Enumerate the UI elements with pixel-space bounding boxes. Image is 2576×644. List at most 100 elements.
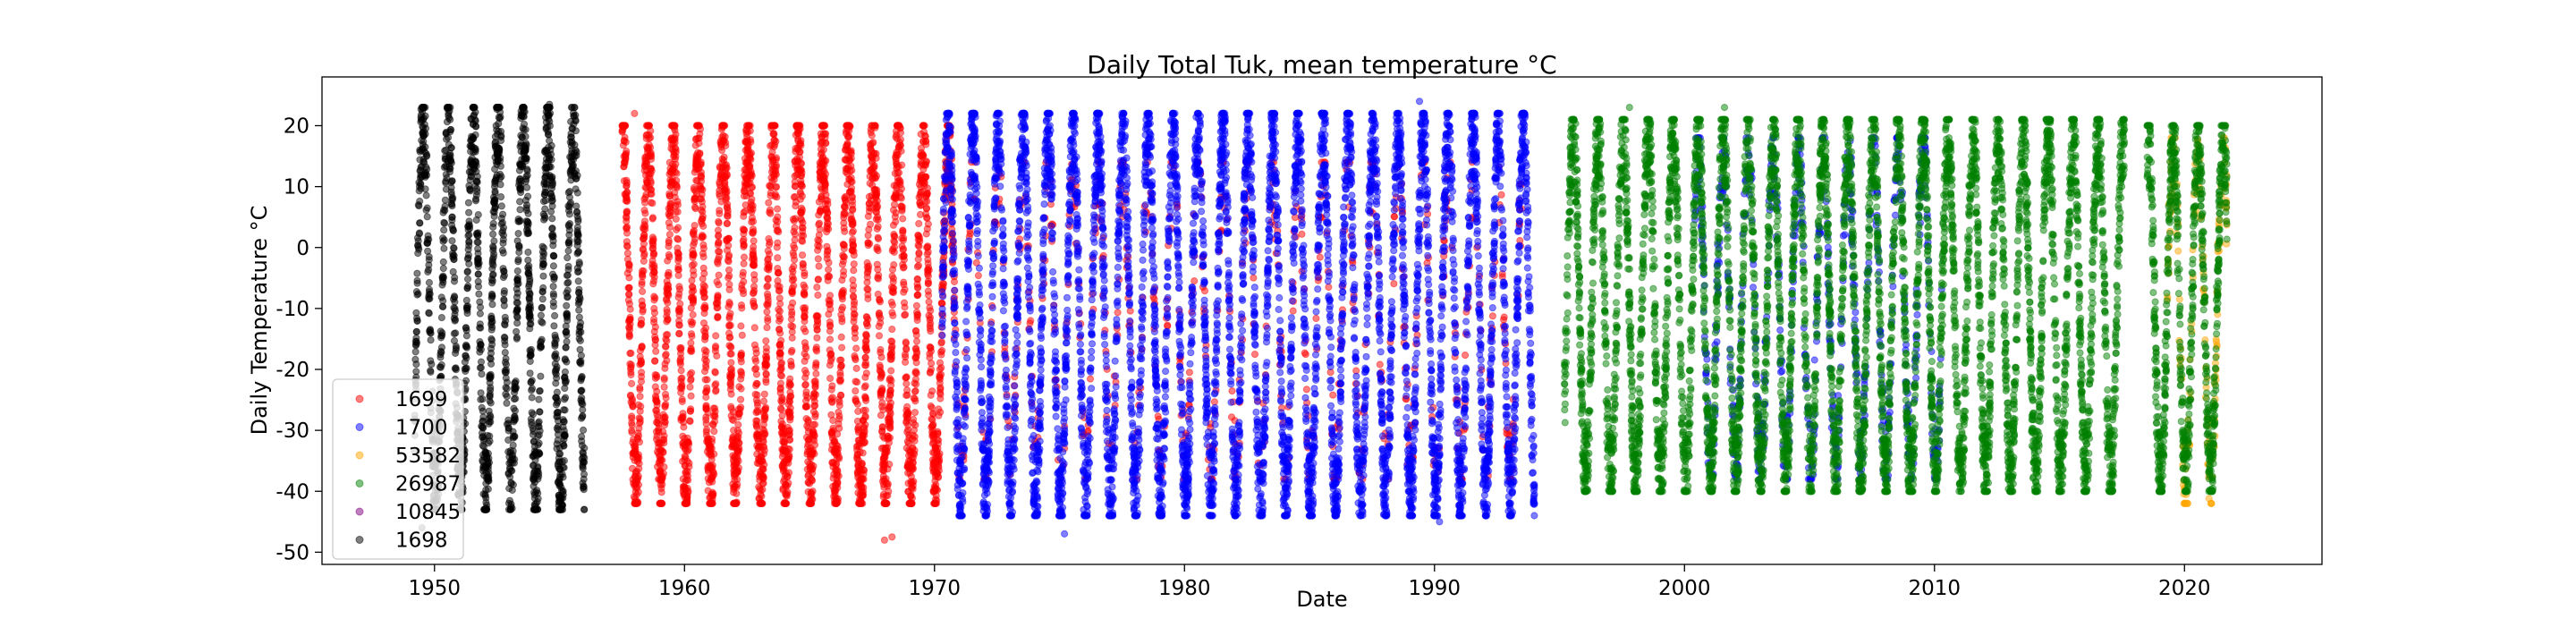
data-point [971,185,979,193]
data-point [737,395,745,403]
data-point [845,156,854,164]
data-point [768,122,776,130]
data-point [1390,280,1398,288]
data-point [920,128,928,136]
data-point [873,245,881,253]
data-point [801,313,809,321]
data-point [749,205,757,213]
data-point [761,429,769,437]
data-point [652,347,660,355]
data-point [713,352,721,360]
data-point [886,386,894,394]
data-point [841,227,849,235]
data-point [812,359,820,367]
data-point [927,365,936,373]
data-point [874,233,882,242]
data-point [776,371,785,379]
data-point [985,422,994,430]
data-point [762,337,770,345]
data-point [902,345,911,353]
data-point [723,212,732,220]
data-point [858,437,866,445]
data-point [687,405,695,413]
data-point [714,241,722,249]
data-point [888,326,896,334]
data-point [999,290,1007,298]
data-point [798,232,806,240]
data-point [735,409,744,417]
data-point [650,250,658,258]
data-point [741,165,749,174]
data-point [876,298,885,306]
data-point [760,390,768,398]
data-point [938,332,946,340]
data-point [839,241,847,249]
data-point [716,248,724,256]
data-point [636,393,644,401]
data-point [741,208,750,216]
data-point [812,369,820,377]
data-point [900,281,908,289]
data-point [623,250,632,258]
data-point [712,343,720,351]
data-point [653,398,661,406]
data-point [956,460,964,468]
data-point [697,185,705,193]
data-point [665,212,674,220]
data-point [625,284,633,292]
data-point [698,174,706,182]
data-point [926,313,935,322]
data-point [984,448,992,456]
data-point [822,140,830,148]
data-point [725,251,733,259]
data-point [794,126,802,134]
data-point [922,230,930,238]
data-point [938,263,946,271]
data-point [889,221,898,229]
data-point [962,373,970,381]
data-point [671,139,679,147]
data-point [818,155,826,163]
data-point [678,395,686,403]
data-point [875,309,884,318]
data-point [656,470,665,478]
data-point [673,169,681,177]
data-point [1302,386,1311,394]
data-point [801,290,809,298]
data-point [911,409,919,417]
data-point [625,333,633,341]
data-point [638,343,646,351]
data-point [813,334,821,342]
data-point [791,157,799,165]
data-point [775,349,784,357]
data-point [807,488,815,497]
data-point [835,402,843,410]
data-point [874,290,882,299]
data-point [907,472,916,480]
data-point [770,163,778,171]
data-point [931,477,939,485]
data-point [999,257,1008,265]
data-point [858,460,867,468]
data-point [774,276,782,285]
data-point [810,397,818,405]
data-point [763,308,771,316]
data-point [742,138,750,146]
data-point [814,291,822,300]
data-point [974,242,982,250]
data-point [622,154,630,163]
data-point [739,286,748,294]
data-point [866,166,874,174]
data-point [676,343,684,352]
data-point [674,249,682,257]
data-point [1001,322,1010,330]
data-point [917,188,925,197]
data-point [838,295,847,303]
data-point [898,161,906,169]
data-point [862,319,871,327]
data-point [662,343,670,351]
data-point [791,236,799,244]
data-point [823,248,832,256]
data-point [638,297,646,305]
data-point [647,177,655,185]
